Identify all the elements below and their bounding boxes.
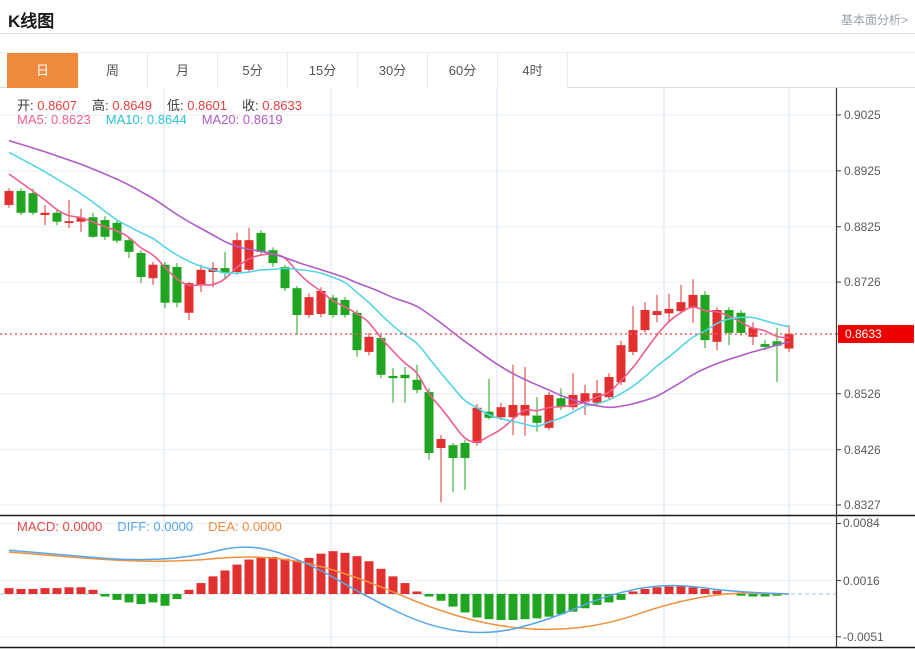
macd-legend: MACD: 0.0000 DIFF: 0.0000 DEA: 0.0000: [17, 519, 297, 534]
price-axis-label: 0.8825: [844, 219, 881, 234]
tab-interval[interactable]: 周: [78, 53, 148, 88]
legend-item: 低: 0.8601: [167, 98, 227, 113]
tab-interval[interactable]: 月: [148, 53, 218, 88]
legend-item: MACD: 0.0000: [17, 519, 103, 534]
price-axis-label: 0.9025: [844, 108, 881, 122]
price-axis-label: 0.8726: [844, 275, 881, 290]
legend-item: 高: 0.8649: [92, 98, 152, 113]
legend-item: DEA: 0.0000: [208, 519, 282, 534]
legend-item: 收: 0.8633: [242, 98, 302, 113]
ohlc-legend: 开: 0.8607 高: 0.8649 低: 0.8601 收: 0.8633: [17, 95, 317, 114]
macd-axis-label: 0.0084: [843, 516, 880, 531]
current-price-tag: 0.8633: [838, 325, 914, 343]
tab-interval[interactable]: 15分: [288, 53, 358, 88]
tab-interval[interactable]: 日: [7, 53, 78, 88]
page-header: K线图 基本面分析>: [0, 0, 915, 34]
legend-item: 开: 0.8607: [17, 98, 77, 113]
price-axis-label: 0.8327: [844, 497, 881, 512]
tab-interval[interactable]: 5分: [218, 53, 288, 88]
fundamental-analysis-link[interactable]: 基本面分析>: [840, 13, 908, 27]
macd-axis-label: -0.0051: [843, 629, 884, 644]
macd-axis-label: 0.0016: [843, 573, 880, 588]
legend-item: MA20: 0.8619: [201, 112, 283, 127]
price-axis-label: 0.8925: [844, 163, 881, 178]
tab-interval[interactable]: 30分: [358, 53, 428, 88]
price-axis-label: 0.8426: [844, 442, 881, 457]
ma-legend: MA5: 0.8623 MA10: 0.8644 MA20: 0.8619: [17, 112, 298, 127]
price-axis-label: 0.8526: [844, 386, 881, 401]
tab-interval[interactable]: 4时: [498, 53, 568, 88]
page-title: K线图: [8, 12, 55, 31]
legend-item: DIFF: 0.0000: [117, 519, 194, 534]
kline-interval-tabs: 日周月 5分 15分 30分 60分 4时: [0, 52, 915, 88]
legend-item: MA10: 0.8644: [105, 112, 187, 127]
tab-interval[interactable]: 60分: [428, 53, 498, 88]
legend-item: MA5: 0.8623: [17, 112, 91, 127]
